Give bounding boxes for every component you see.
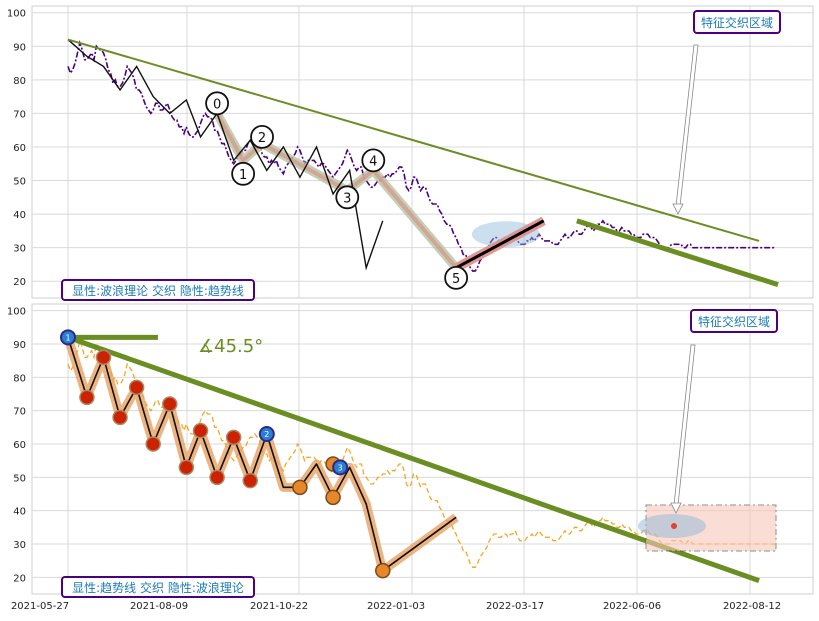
marker-red — [95, 349, 112, 366]
x-tick-label: 2022-03-17 — [486, 601, 544, 612]
marker-red — [162, 396, 178, 412]
wave-label: 2 — [258, 131, 266, 146]
x-tick-label: 2021-10-22 — [250, 601, 308, 612]
trend-line-bold — [576, 218, 779, 287]
y-tick-label: 90 — [13, 340, 26, 351]
marker-red — [192, 422, 209, 439]
marker-red — [225, 429, 242, 446]
y-tick-label: 30 — [13, 244, 26, 255]
caption-box — [61, 279, 255, 301]
connector-line — [382, 516, 457, 572]
price-line — [67, 338, 776, 568]
trend-line — [67, 334, 760, 584]
y-tick-label: 40 — [13, 210, 26, 221]
y-tick-label: 100 — [7, 9, 26, 20]
intersection-point — [671, 523, 677, 529]
wave-label-circle — [361, 148, 386, 173]
callout-arrowhead — [670, 502, 682, 514]
marker-red — [112, 409, 128, 426]
wave-label-circle — [250, 124, 274, 149]
marker-orange — [375, 562, 391, 579]
marker-blue — [60, 329, 76, 346]
wave-label: 5 — [452, 272, 460, 287]
wave-label-circle — [444, 265, 469, 290]
callout-arrowhead — [672, 203, 684, 215]
marker-blue-label: 1 — [65, 333, 70, 342]
y-tick-label: 80 — [13, 373, 26, 384]
angle-label: ∡45.5° — [198, 336, 263, 357]
y-tick-label: 60 — [13, 440, 26, 451]
marker-red — [128, 379, 145, 396]
marker-orange — [325, 489, 341, 506]
highlight-line — [455, 219, 545, 270]
y-tick-label: 80 — [13, 76, 26, 87]
marker-orange — [292, 479, 308, 496]
y-tick-label: 40 — [13, 507, 26, 518]
y-tick-label: 30 — [13, 540, 26, 551]
x-tick-label: 2022-06-06 — [603, 601, 661, 612]
y-tick-label: 20 — [13, 573, 26, 584]
caption-text: 显性:波浪理论 交织 隐性:趋势线 — [72, 283, 244, 298]
marker-red — [178, 459, 195, 476]
trend-line — [67, 38, 760, 242]
caption-box — [61, 576, 255, 598]
wave-label-circle — [335, 185, 360, 210]
wave-label: 4 — [369, 154, 377, 169]
wave-label: 0 — [213, 97, 221, 112]
y-tick-label: 60 — [13, 143, 26, 154]
marker-red — [145, 436, 161, 452]
price-line — [67, 40, 776, 272]
wave-label: 1 — [239, 168, 247, 183]
marker-blue — [332, 459, 349, 476]
zigzag-line — [67, 39, 384, 271]
callout-text: 特征交织区域 — [701, 15, 773, 30]
y-tick-label: 90 — [13, 42, 26, 53]
callout-box — [690, 309, 778, 333]
callout-box — [693, 10, 781, 34]
caption-text: 显性:趋势线 交织 隐性:波浪理论 — [72, 580, 244, 595]
marker-blue-label: 3 — [338, 463, 343, 472]
x-tick-label: 2021-08-09 — [130, 601, 188, 612]
marker-red — [242, 472, 258, 489]
y-tick-label: 100 — [7, 307, 26, 318]
y-tick-label: 70 — [13, 109, 26, 120]
marker-red — [79, 389, 95, 406]
wave-label: 3 — [343, 191, 351, 206]
x-tick-label: 2022-01-03 — [367, 601, 425, 612]
y-tick-label: 20 — [13, 277, 26, 288]
marker-blue — [258, 426, 275, 442]
y-tick-label: 50 — [13, 473, 26, 484]
wave-label-circle — [231, 161, 256, 186]
marker-red — [209, 469, 225, 486]
x-tick-label: 2022-08-12 — [723, 601, 781, 612]
wave-label-circle — [205, 91, 230, 116]
callout-text: 特征交织区域 — [698, 314, 770, 329]
y-tick-label: 50 — [13, 177, 26, 188]
x-tick-label: 2021-05-27 — [11, 601, 69, 612]
y-tick-label: 70 — [13, 407, 26, 418]
marker-blue-label: 2 — [264, 430, 269, 439]
